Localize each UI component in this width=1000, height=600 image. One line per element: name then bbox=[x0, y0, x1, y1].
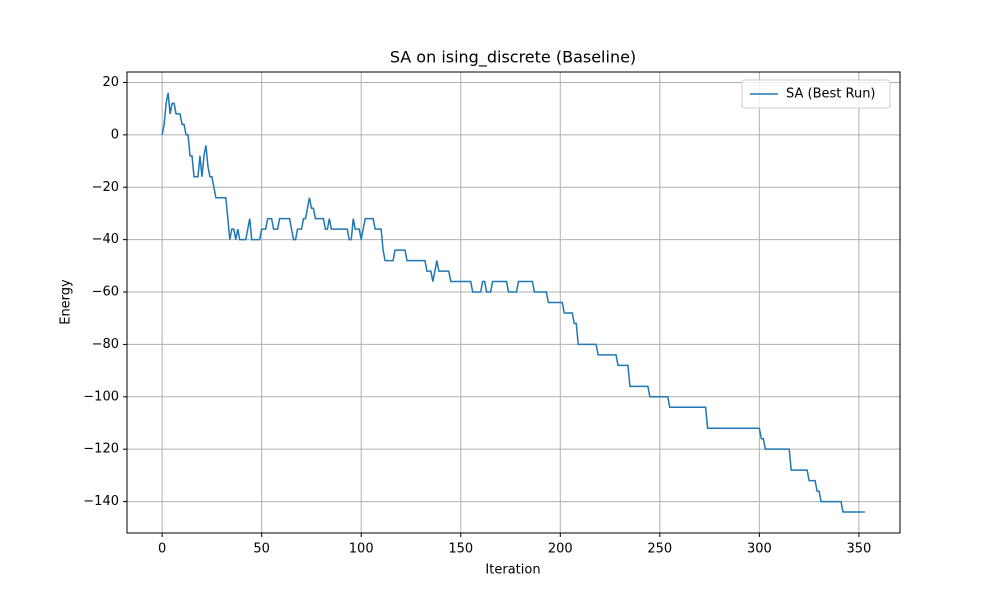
x-axis-label: Iteration bbox=[485, 563, 540, 578]
x-tick-label: 200 bbox=[548, 542, 573, 557]
y-tick-label: −20 bbox=[92, 180, 119, 195]
line-series bbox=[161, 92, 865, 513]
y-tick-label: 0 bbox=[111, 127, 119, 142]
x-tick-label: 350 bbox=[846, 542, 871, 557]
y-axis-label: Energy bbox=[59, 279, 74, 325]
x-tick-label: 150 bbox=[448, 542, 473, 557]
x-tick-label: 300 bbox=[747, 542, 772, 557]
plot-frame bbox=[126, 71, 901, 534]
x-tick-label: 0 bbox=[158, 542, 166, 557]
y-tick-label: −120 bbox=[83, 442, 119, 457]
x-tick-label: 50 bbox=[253, 542, 270, 557]
y-tick-label: −60 bbox=[92, 285, 119, 300]
x-tick-label: 250 bbox=[647, 542, 672, 557]
y-tick-label: −100 bbox=[83, 389, 119, 404]
y-tick-label: −40 bbox=[92, 232, 119, 247]
y-tick-label: −80 bbox=[92, 337, 119, 352]
chart-title: SA on ising_discrete (Baseline) bbox=[390, 48, 636, 68]
y-tick-label: 20 bbox=[102, 75, 119, 90]
legend-label: SA (Best Run) bbox=[786, 87, 876, 102]
x-tick-label: 100 bbox=[349, 542, 374, 557]
y-tick-label: −140 bbox=[83, 494, 119, 509]
legend-box bbox=[741, 79, 891, 109]
